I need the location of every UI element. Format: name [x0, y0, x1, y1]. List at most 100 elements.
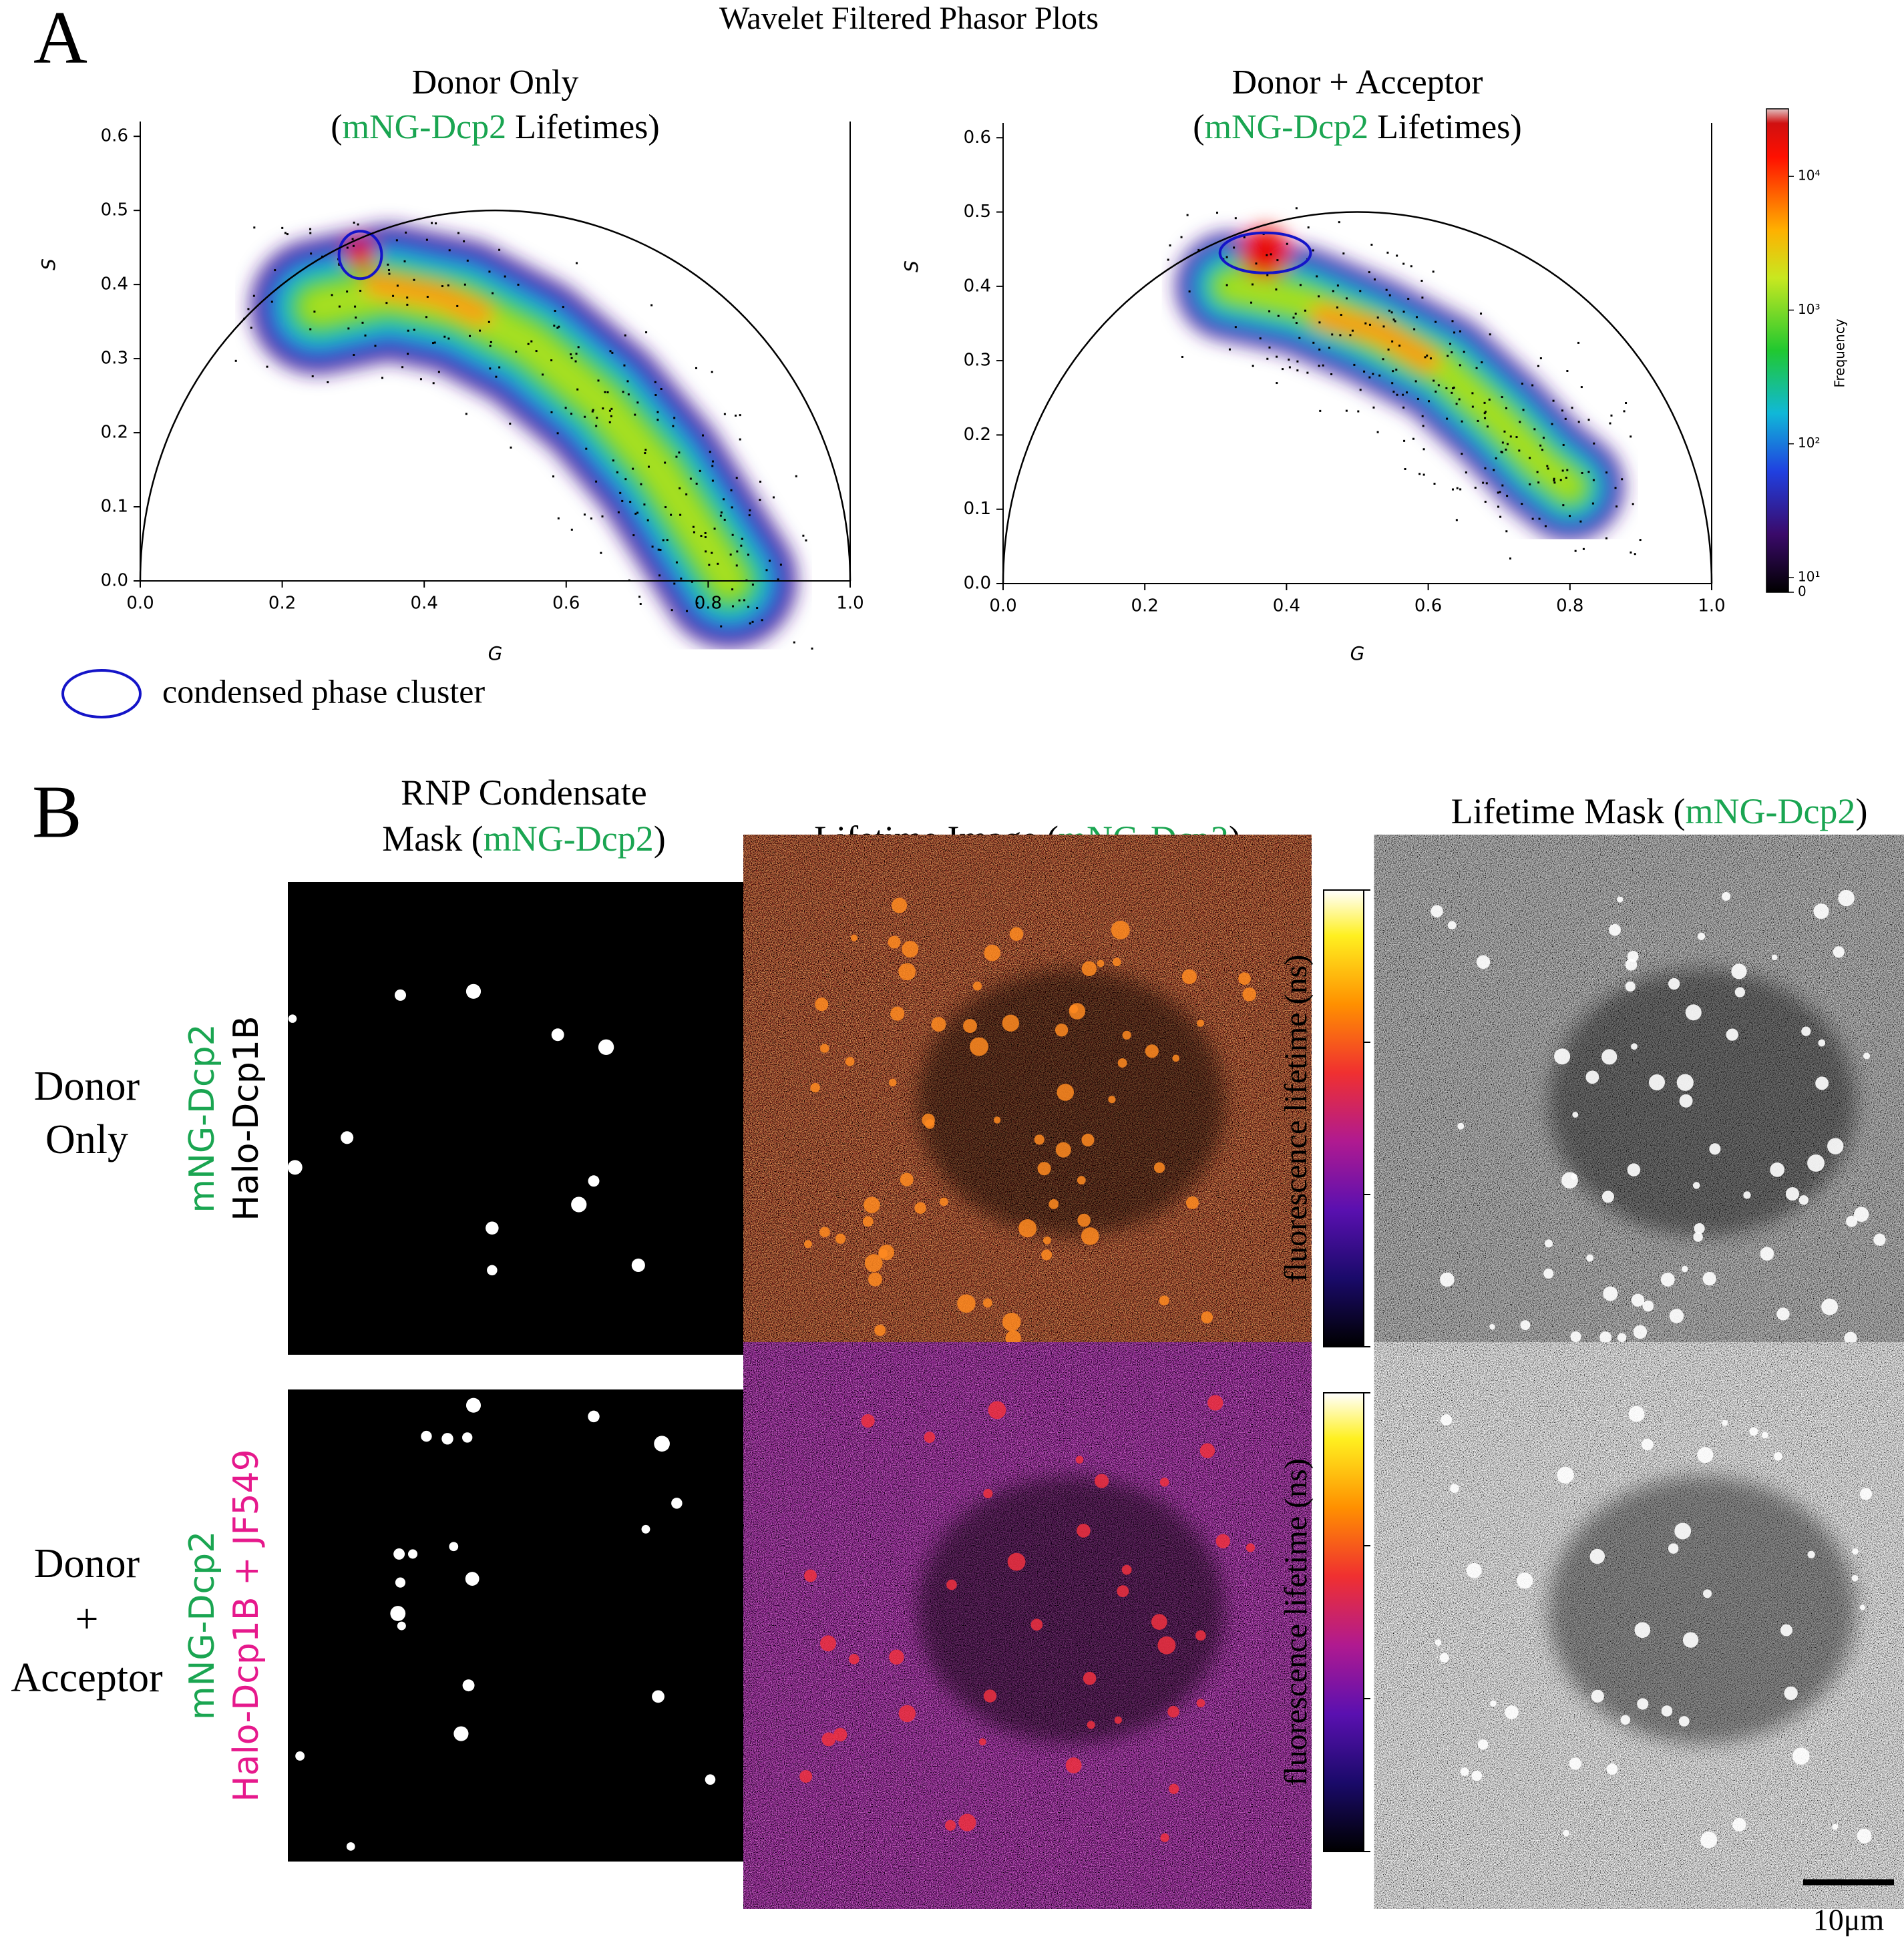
- universal-circle: [139, 209, 851, 582]
- mask-puncta: [1477, 1739, 1489, 1750]
- sparse-point: [1593, 442, 1595, 445]
- mask-puncta: [1859, 1604, 1865, 1610]
- sparse-point: [490, 341, 492, 343]
- sparse-point: [723, 518, 726, 521]
- mask-puncta: [1844, 1331, 1857, 1345]
- text-part: mNG-Dcp2: [1685, 791, 1855, 831]
- colorbar-tick-label: 0: [1798, 584, 1806, 600]
- sparse-point: [364, 335, 367, 337]
- mask-puncta: [1722, 1420, 1728, 1426]
- sparse-point: [1499, 491, 1501, 493]
- sparse-point: [673, 582, 676, 585]
- cell-shadow: [1549, 1476, 1856, 1743]
- text-part: (: [1193, 108, 1204, 146]
- x-tick-label: 0.8: [695, 594, 722, 614]
- sparse-point: [1338, 221, 1340, 224]
- sparse-point: [1270, 253, 1272, 256]
- sparse-point: [735, 564, 738, 567]
- sparse-point: [338, 305, 341, 308]
- sparse-point: [670, 513, 673, 516]
- lifetime-puncta: [833, 1727, 847, 1742]
- sparse-point: [644, 452, 646, 455]
- mask-puncta: [1601, 1191, 1614, 1203]
- sparse-point: [779, 564, 782, 566]
- mask-puncta: [1760, 1247, 1774, 1261]
- sparse-point: [1503, 430, 1506, 433]
- sparse-point: [489, 345, 492, 347]
- sparse-point: [761, 619, 763, 622]
- condensate: [287, 1160, 303, 1175]
- mask-puncta: [1633, 1325, 1648, 1339]
- sparse-point: [751, 584, 754, 586]
- sparse-point: [1322, 364, 1324, 367]
- sparse-point: [395, 239, 398, 242]
- sparse-point: [651, 546, 654, 548]
- condensate: [641, 1524, 650, 1534]
- sparse-point: [1255, 262, 1258, 265]
- colorbar-tick-label: 1: [1374, 1326, 1390, 1361]
- condensate: [705, 1774, 716, 1785]
- sparse-point: [756, 607, 759, 610]
- mask-puncta: [1674, 1522, 1692, 1540]
- sparse-point: [1330, 373, 1333, 375]
- mask-puncta: [1586, 1254, 1594, 1262]
- sparse-point: [627, 393, 630, 396]
- lifetime-puncta: [1197, 1019, 1205, 1027]
- lifetime-puncta: [1055, 1024, 1069, 1037]
- sparse-point: [704, 536, 707, 539]
- sparse-point: [327, 381, 329, 383]
- sparse-point: [1340, 314, 1342, 316]
- lifetime-puncta: [861, 1414, 875, 1428]
- sparse-point: [1447, 355, 1449, 357]
- sparse-point: [1268, 347, 1271, 349]
- sparse-point: [1465, 471, 1467, 474]
- lifetime-puncta: [1005, 1330, 1021, 1346]
- sparse-point: [662, 539, 664, 542]
- sparse-point: [1266, 254, 1268, 256]
- text-part: mNG-Dcp2: [343, 108, 507, 146]
- sparse-point: [696, 602, 699, 605]
- sparse-point: [1318, 295, 1320, 298]
- lifetime-puncta: [815, 998, 829, 1012]
- sparse-point: [1577, 341, 1580, 344]
- sparse-point: [1536, 471, 1539, 473]
- condensate: [394, 989, 407, 1001]
- mask-puncta: [1770, 1162, 1784, 1177]
- sparse-point: [699, 469, 701, 472]
- lifetime-puncta: [957, 1294, 976, 1313]
- lifetime-puncta: [1034, 1134, 1044, 1145]
- sparse-point: [509, 423, 512, 425]
- sparse-point: [1406, 391, 1408, 394]
- condensate: [421, 1430, 432, 1442]
- sparse-point: [1459, 364, 1461, 367]
- sparse-point: [639, 602, 642, 605]
- sparse-point: [1609, 422, 1611, 425]
- lifetime-colorbar: [1323, 889, 1364, 1347]
- sparse-point: [735, 477, 738, 479]
- sparse-point: [719, 514, 722, 517]
- sparse-point: [1505, 448, 1507, 451]
- plot-subtitle: (mNG-Dcp2 Lifetimes): [1193, 108, 1521, 146]
- sparse-point: [1394, 320, 1396, 322]
- lifetime-puncta: [988, 1401, 1006, 1420]
- mask-puncta: [1743, 1191, 1751, 1199]
- sparse-point: [1459, 330, 1461, 333]
- sparse-point: [1630, 551, 1632, 554]
- cell-shadow: [918, 969, 1225, 1236]
- sparse-point: [351, 238, 354, 240]
- lifetime-puncta: [902, 941, 919, 958]
- lifetime-puncta: [888, 935, 901, 949]
- sparse-point: [1455, 519, 1458, 521]
- lifetime-puncta: [1169, 1783, 1179, 1794]
- sparse-point: [1422, 448, 1425, 451]
- lifetime-puncta: [1117, 1585, 1129, 1598]
- mask-puncta: [1857, 1828, 1872, 1844]
- sparse-point: [1181, 355, 1183, 358]
- mask-puncta: [1457, 1122, 1465, 1130]
- lifetime-puncta: [1094, 1474, 1109, 1488]
- density-cloud: [250, 225, 797, 648]
- universal-circle: [1002, 211, 1713, 584]
- sparse-point: [740, 544, 743, 547]
- sparse-point: [1378, 374, 1381, 377]
- mask-puncta: [1599, 1331, 1612, 1344]
